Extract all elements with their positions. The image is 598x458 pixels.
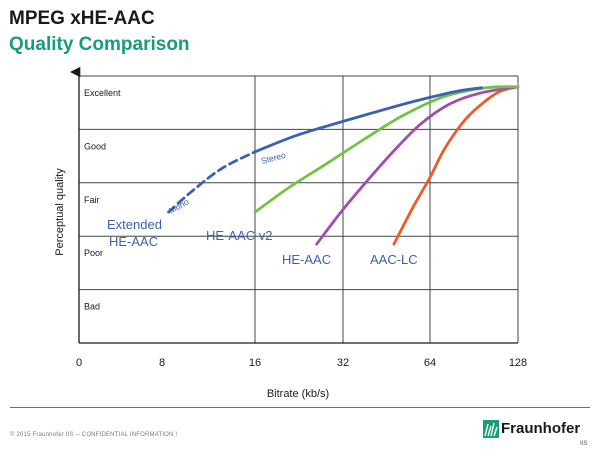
x-tick-label: 8 <box>159 357 165 369</box>
series-label-extended-heaac: HE-AAC <box>109 234 158 249</box>
y-category-label: Fair <box>84 195 100 205</box>
x-tick-label: 32 <box>337 357 349 369</box>
series-line-he-aac <box>315 85 520 246</box>
series-label-extended: Extended <box>107 217 162 232</box>
series-label-mono: Mono <box>167 196 191 215</box>
x-tick-label: 128 <box>509 357 527 369</box>
y-category-label: Good <box>84 141 106 151</box>
slide-title: MPEG xHE-AAC <box>9 8 155 29</box>
series-line-extended-he-aac-mono <box>167 150 257 214</box>
series-label-heaac-v2: HE-AAC v2 <box>206 228 272 243</box>
series-label-aaclc: AAC-LC <box>370 252 418 267</box>
series-line-aac-lc <box>392 85 520 246</box>
x-axis-title: Bitrate (kb/s) <box>267 388 329 400</box>
series-line-extended-he-aac-stereo <box>253 86 483 154</box>
x-tick-label: 64 <box>424 357 436 369</box>
series-line-he-aac-v2 <box>253 85 520 214</box>
fraunhofer-logo: Fraunhofer IIS <box>483 419 591 453</box>
footer-divider <box>10 407 590 408</box>
logo-sub: IIS <box>580 441 588 447</box>
x-tick-label: 16 <box>249 357 261 369</box>
series-label-heaac: HE-AAC <box>282 252 331 267</box>
y-category-label: Excellent <box>84 88 121 98</box>
footer-copyright: © 2015 Fraunhofer IIS -- CONFIDENTIAL IN… <box>10 432 178 438</box>
y-axis-title: Perceptual quality <box>54 168 66 256</box>
y-category-label: Poor <box>84 248 103 258</box>
slide-subtitle: Quality Comparison <box>9 34 190 55</box>
logo-name: Fraunhofer <box>501 420 581 437</box>
y-category-label: Bad <box>84 302 100 312</box>
x-tick-label: 0 <box>76 357 82 369</box>
series-label-stereo: Stereo <box>260 150 287 166</box>
fraunhofer-logo-icon <box>483 420 499 438</box>
